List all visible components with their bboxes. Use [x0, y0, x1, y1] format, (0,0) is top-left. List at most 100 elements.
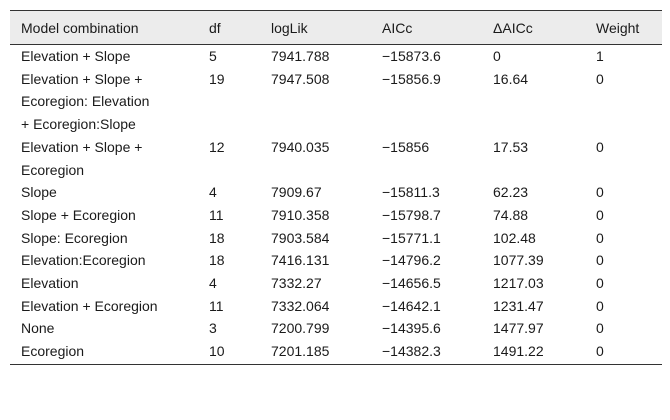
cell-text: 12	[209, 138, 225, 155]
table-cell: 1231.47	[482, 295, 585, 318]
cell-text: Elevation + Ecoregion	[21, 297, 158, 314]
table-cell: 4	[198, 272, 260, 295]
table-cell: 0	[585, 272, 662, 295]
cell-text: 0	[596, 343, 604, 360]
table-cell: 102.48	[482, 227, 585, 250]
table-cell: 0	[585, 204, 662, 227]
cell-text: 18	[209, 229, 225, 246]
table-cell: 12	[198, 136, 260, 181]
cell-text: −14382.3	[382, 343, 441, 360]
cell-text: 0	[596, 297, 604, 314]
table-cell: Slope + Ecoregion	[10, 204, 198, 227]
cell-text: 0	[596, 184, 604, 201]
column-header: Weight	[585, 10, 662, 45]
cell-text: Elevation + Slope + Ecoregion: Elevation…	[21, 70, 150, 133]
cell-text: 5	[209, 48, 217, 64]
table-header: Model combination df logLik AICc ΔAICc Weight	[10, 10, 662, 45]
table-cell: 1217.03	[482, 272, 585, 295]
cell-text: 18	[209, 252, 225, 269]
table-cell: 7201.185	[260, 340, 371, 365]
cell-text: −15771.1	[382, 229, 441, 246]
column-header: AICc	[371, 10, 482, 45]
table-cell: 1077.39	[482, 249, 585, 272]
cell-text: 62.23	[493, 184, 529, 201]
table-cell: 0	[585, 295, 662, 318]
table-cell: Elevation:Ecoregion	[10, 249, 198, 272]
table-row: None 3 7200.799 −14395.6 1477.97 0	[10, 317, 662, 340]
table-cell: 7941.788	[260, 45, 371, 68]
table-cell: 7947.508	[260, 68, 371, 136]
table-cell: Elevation + Slope	[10, 45, 198, 68]
table-cell: 4	[198, 181, 260, 204]
table-cell: −14642.1	[371, 295, 482, 318]
cell-text: Elevation:Ecoregion	[21, 252, 146, 269]
table-cell: 18	[198, 249, 260, 272]
table-row: Slope 4 7909.67 −15811.3 62.23 0	[10, 181, 662, 204]
cell-text: −14395.6	[382, 320, 441, 337]
table-cell: 11	[198, 204, 260, 227]
table-cell: 0	[585, 340, 662, 365]
cell-text: −14796.2	[382, 252, 441, 269]
table-cell: 11	[198, 295, 260, 318]
cell-text: 4	[209, 275, 217, 292]
table-cell: 0	[585, 181, 662, 204]
cell-text: −15856.9	[382, 70, 441, 87]
table-cell: 7332.064	[260, 295, 371, 318]
results-table: Model combination df logLik AICc ΔAICc Weight…	[10, 10, 662, 365]
cell-text: −15811.3	[382, 184, 440, 201]
cell-text: Slope + Ecoregion	[21, 206, 136, 223]
cell-text: 1231.47	[493, 297, 544, 314]
cell-text: 0	[493, 48, 501, 64]
table-row: Elevation + Slope 5 7941.788 −15873.6 0 1	[10, 45, 662, 68]
table-cell: 3	[198, 317, 260, 340]
table-cell: −15771.1	[371, 227, 482, 250]
cell-text: −15856	[382, 138, 430, 155]
cell-text: 0	[596, 70, 604, 87]
cell-text: 7947.508	[271, 70, 330, 87]
table-row: Elevation + Slope + Ecoregion 12 7940.035 −…	[10, 136, 662, 181]
table-row: Slope + Ecoregion 11 7910.358 −15798.7 74.88…	[10, 204, 662, 227]
cell-text: 10	[209, 343, 225, 360]
table-cell: 10	[198, 340, 260, 365]
column-header: ΔAICc	[482, 10, 585, 45]
cell-text: 1	[596, 48, 604, 64]
table-cell: 1	[585, 45, 662, 68]
table-cell: 62.23	[482, 181, 585, 204]
cell-text: 16.64	[493, 70, 529, 87]
cell-text: 7332.27	[271, 275, 322, 292]
table-row: Elevation 4 7332.27 −14656.5 1217.03 0	[10, 272, 662, 295]
cell-text: Slope: Ecoregion	[21, 229, 128, 246]
cell-text: 11	[209, 297, 224, 314]
cell-text: 11	[209, 206, 224, 223]
table-cell: 16.64	[482, 68, 585, 136]
cell-text: None	[21, 320, 55, 337]
cell-text: 7910.358	[271, 206, 330, 223]
cell-text: −14642.1	[382, 297, 441, 314]
table-cell: Elevation + Slope + Ecoregion: Elevation…	[10, 68, 198, 136]
table-cell: 0	[585, 68, 662, 136]
table-cell: 7332.27	[260, 272, 371, 295]
cell-text: 0	[596, 138, 604, 155]
table-cell: 7903.584	[260, 227, 371, 250]
cell-text: −14656.5	[382, 275, 441, 292]
table-cell: 17.53	[482, 136, 585, 181]
cell-text: 1217.03	[493, 275, 544, 292]
cell-text: 3	[209, 320, 217, 337]
cell-text: 0	[596, 320, 604, 337]
column-header: df	[198, 10, 260, 45]
cell-text: 7941.788	[271, 48, 330, 64]
table-row: Ecoregion 10 7201.185 −14382.3 1491.22 0	[10, 340, 662, 365]
table-cell: 0	[482, 45, 585, 68]
table-cell: −15856.9	[371, 68, 482, 136]
cell-text: 7940.035	[271, 138, 330, 155]
cell-text: 19	[209, 70, 225, 87]
cell-text: 0	[596, 275, 604, 292]
table-cell: Slope	[10, 181, 198, 204]
cell-text: 1077.39	[493, 252, 544, 269]
cell-text: 4	[209, 184, 217, 201]
table-cell: 0	[585, 227, 662, 250]
table-row: Slope: Ecoregion 18 7903.584 −15771.1 102.48…	[10, 227, 662, 250]
table-cell: None	[10, 317, 198, 340]
table-cell: 5	[198, 45, 260, 68]
